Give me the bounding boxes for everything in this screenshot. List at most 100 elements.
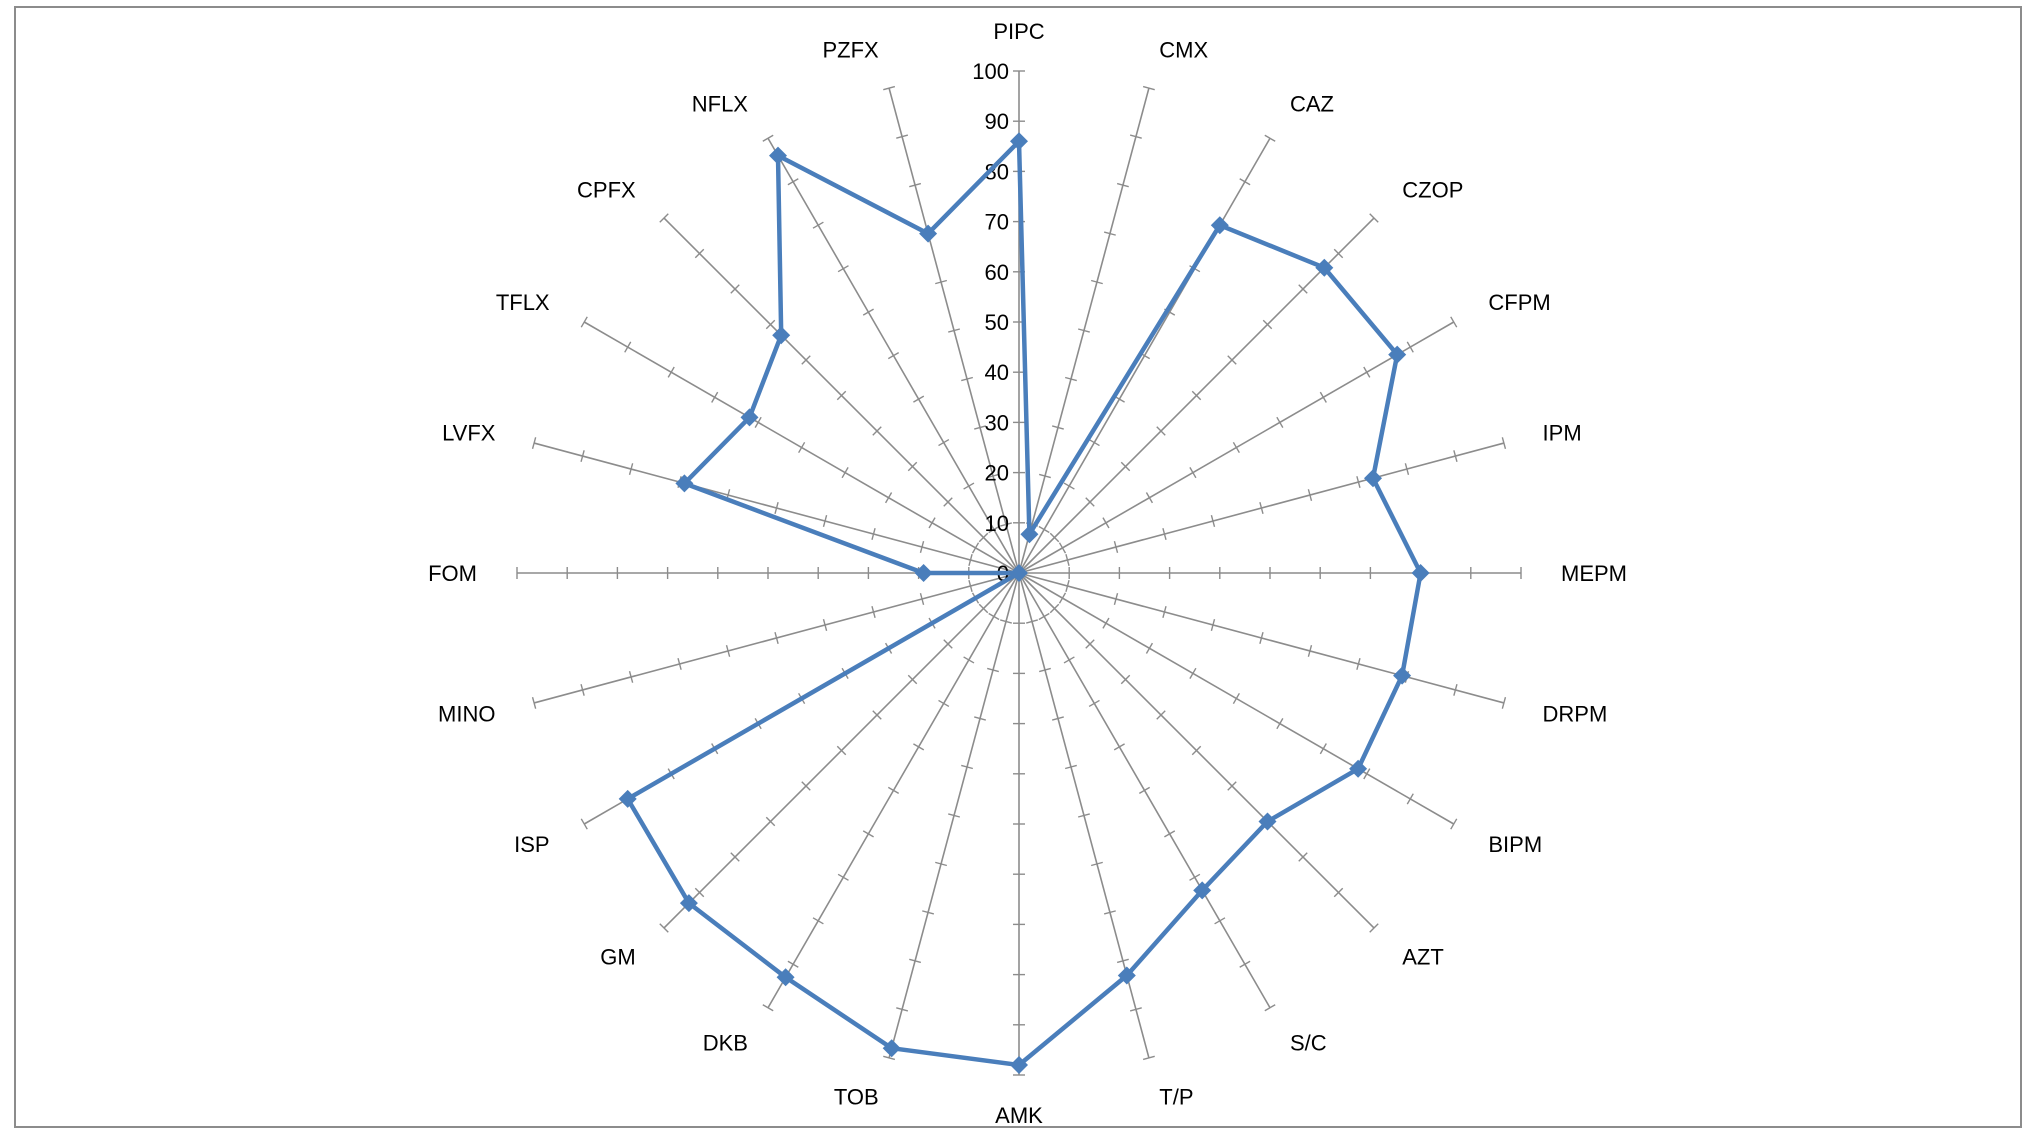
axis-tick-mark (1058, 542, 1067, 554)
axis-tick-mark (1319, 391, 1327, 403)
axis-tick-mark (1363, 768, 1371, 780)
category-label-pipc: PIPC (993, 19, 1044, 44)
axis-tick-mark (1164, 830, 1176, 838)
data-point-ipm (1364, 469, 1382, 488)
data-point-czop (1315, 258, 1334, 277)
series-line (625, 139, 1423, 1068)
axis-tick-mark (1156, 426, 1166, 436)
axis-tick-mark (1162, 606, 1167, 618)
axis-tick-mark (935, 279, 948, 285)
axis-tick-mark (1145, 492, 1154, 504)
axis-tick-mark (1333, 887, 1344, 898)
axis-tick-mark (531, 437, 537, 450)
axis-tick-mark (919, 593, 925, 605)
axis-tick-mark (862, 830, 874, 838)
data-point-cpfx (772, 326, 791, 345)
axis-tick-mark (1189, 873, 1201, 881)
axis-tick-mark (798, 441, 806, 454)
data-point-pzfx (919, 224, 938, 243)
axis-tick-mark (1191, 745, 1202, 756)
axis-tick-mark (871, 606, 876, 618)
axis-tick-mark (1088, 699, 1100, 708)
axis-tick-mark (1232, 441, 1240, 454)
radar-series (618, 132, 1430, 1074)
axis-tick-mark (887, 786, 900, 794)
data-point-caz (1210, 216, 1229, 235)
axis-tick-mark (974, 425, 986, 430)
category-label-mino: MINO (438, 701, 495, 726)
axis-tick-mark (913, 395, 925, 403)
axis-tick-mark (974, 716, 986, 721)
radial-tick-label: 70 (985, 210, 1009, 235)
axis-tick-mark (787, 960, 799, 968)
axis-tick-mark (1450, 316, 1458, 328)
axis-tick-mark (883, 85, 896, 91)
axis-tick-mark (919, 541, 925, 553)
axis-tick-mark (1307, 489, 1313, 502)
axis-tick-mark (694, 887, 705, 898)
axis-tick-mark (1085, 497, 1095, 507)
axis-tick-mark (887, 352, 900, 360)
axis-tick-mark (1077, 328, 1090, 333)
axis-tick-mark (762, 134, 774, 142)
axis-tick-mark (1156, 710, 1166, 720)
axis-tick-mark (896, 1007, 909, 1012)
category-label-t-p: T/P (1159, 1085, 1193, 1110)
axis-tick-mark (730, 852, 740, 862)
axis-tick-mark (1333, 248, 1344, 259)
axis-tick-mark (883, 1055, 896, 1061)
axis-tick-mark (1210, 515, 1216, 528)
axis-tick-mark (841, 467, 849, 479)
axis-tick-mark (1298, 852, 1308, 862)
data-point-mepm (1411, 564, 1430, 582)
axis-tick-mark (765, 816, 776, 827)
axis-tick-mark (1404, 463, 1410, 476)
axis-tick-mark (1162, 528, 1167, 540)
category-label-azt: AZT (1402, 944, 1444, 969)
axis-tick-mark (968, 554, 973, 566)
axis-tick-mark (1000, 619, 1012, 624)
axis-tick-mark (1138, 786, 1151, 794)
data-point-tob (882, 1039, 901, 1058)
radar-category-labels: PIPC CMX CAZ CZOP CFPM IPM MEPM DRPM BIPM AZT S/C T… (428, 19, 1627, 1128)
axis-tick-mark (628, 670, 634, 683)
category-label-bipm: BIPM (1488, 832, 1542, 857)
axis-tick-mark (1129, 1007, 1142, 1012)
data-point-fom (914, 564, 933, 582)
axis-tick-mark (1191, 390, 1202, 401)
axis-tick-mark (822, 515, 828, 528)
axis-tick-mark (988, 525, 1000, 534)
axis-tick-mark (922, 910, 935, 915)
axis-tick-mark (1129, 134, 1142, 139)
axis-tick-mark (1088, 438, 1100, 447)
axis-tick-mark (1120, 461, 1131, 472)
axis-tick-mark (711, 391, 719, 403)
axis-tick-mark (1000, 522, 1012, 527)
axis-tick-mark (1039, 667, 1051, 673)
axis-tick-mark (1356, 476, 1361, 489)
data-point-nflx (769, 146, 787, 165)
axis-tick-mark (943, 497, 953, 507)
axis-tick-mark (754, 416, 762, 428)
category-label-isp: ISP (514, 832, 549, 857)
axis-tick-mark (1120, 674, 1131, 685)
category-label-mepm: MEPM (1561, 561, 1627, 586)
category-label-fom: FOM (428, 561, 477, 586)
axis-tick-mark (1214, 917, 1226, 925)
axis-tick-mark (836, 745, 847, 756)
axis-tick-mark (909, 958, 922, 964)
axis-tick-mark (580, 818, 588, 830)
axis-tick-mark (1501, 437, 1507, 450)
axis-tick-mark (1038, 612, 1050, 621)
data-point-tflx (740, 408, 759, 427)
axis-tick-mark (862, 308, 874, 316)
data-point-pipc (1010, 132, 1028, 151)
axis-tick-mark (1090, 861, 1103, 867)
category-label-nflx: NFLX (692, 92, 749, 117)
radial-tick-label: 90 (985, 109, 1009, 134)
axis-tick-mark (1239, 178, 1251, 186)
data-point-amk (1010, 1056, 1028, 1074)
axis-tick-mark (961, 376, 974, 382)
